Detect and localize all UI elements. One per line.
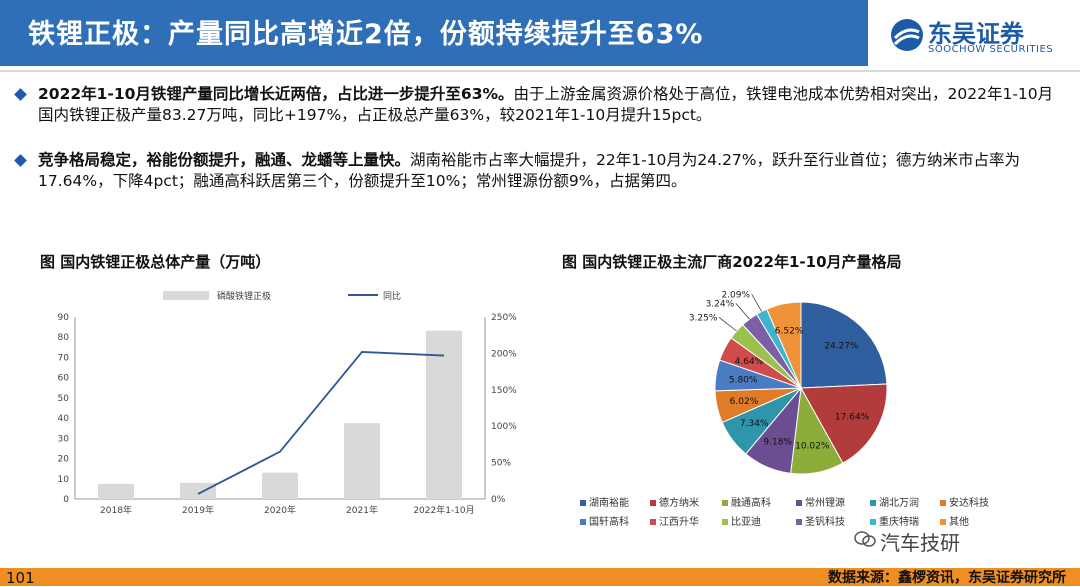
bullet-1-headline: 2022年1-10月铁锂产量同比增长近两倍，占比进一步提升至63%。	[38, 85, 514, 103]
slice-value-label: 7.34%	[740, 419, 769, 429]
legend-swatch	[940, 500, 946, 506]
x-tick-label: 2019年	[182, 504, 214, 516]
y-tick-label: 30	[58, 434, 70, 444]
y2-tick-label: 100%	[491, 422, 517, 432]
legend-swatch	[940, 519, 946, 525]
production-bar-line-chart: 磷酸铁锂正极 同比 0 10 20 30 40 50 60 70 80 90 0% 50% 100% 150%…	[30, 285, 540, 520]
diamond-bullet-icon	[14, 154, 27, 167]
y-tick-label: 40	[58, 414, 70, 424]
header-divider	[0, 70, 1080, 72]
legend-label: 国轩高科	[589, 515, 629, 528]
logo-en-text: SOOCHOW SECURITIES	[928, 44, 1053, 55]
legend-swatch	[580, 519, 586, 525]
label-leader	[752, 294, 762, 311]
y-tick-label: 10	[58, 475, 70, 485]
chart2-title: 图 国内铁锂正极主流厂商2022年1-10月产量格局	[562, 251, 902, 272]
y-tick-label: 20	[58, 455, 70, 465]
legend-swatch	[722, 500, 728, 506]
slice-value-label: 17.64%	[835, 412, 870, 422]
label-leader	[736, 303, 750, 319]
legend-swatch	[796, 519, 802, 525]
share-pie-chart: 24.27%17.64%10.02%9.18%7.34%6.02%5.80%4.…	[560, 285, 1070, 540]
brand-logo: 东吴证券 SOOCHOW SECURITIES	[886, 12, 1076, 62]
label-leader	[719, 317, 736, 331]
legend-swatch	[580, 500, 586, 506]
y2-tick-label: 200%	[491, 349, 517, 359]
data-source: 数据来源：鑫椤资讯，东吴证券研究所	[828, 567, 1066, 587]
legend-label: 融通高科	[731, 496, 771, 509]
legend-swatch	[650, 519, 656, 525]
legend-bar-swatch	[163, 291, 209, 300]
slice-value-label: 9.18%	[763, 438, 792, 448]
slice-value-label: 10.02%	[795, 441, 830, 451]
page-number: 101	[6, 569, 35, 587]
wechat-icon	[854, 530, 876, 548]
legend-label: 常州锂源	[805, 496, 845, 509]
legend-label: 江西升华	[659, 515, 699, 528]
legend-swatch	[870, 519, 876, 525]
bar	[344, 423, 380, 499]
y-tick-label: 50	[58, 394, 70, 404]
legend-swatch	[650, 500, 656, 506]
legend-swatch	[870, 500, 876, 506]
bullet-2: 竞争格局稳定，裕能份额提升，融通、龙蟠等上量快。湖南裕能市占率大幅提升，22年1…	[38, 150, 1068, 192]
legend-label: 安达科技	[949, 496, 989, 509]
slice-value-label: 5.80%	[729, 375, 758, 385]
legend-label: 湖北万润	[879, 496, 919, 509]
x-tick-label: 2022年1-10月	[413, 504, 474, 516]
x-tick-label: 2018年	[100, 504, 132, 516]
chart1-title: 图 国内铁锂正极总体产量（万吨）	[40, 251, 270, 272]
y-tick-label: 60	[58, 374, 70, 384]
slice-value-label: 3.24%	[706, 299, 735, 309]
y-tick-label: 90	[58, 313, 70, 323]
y2-tick-label: 50%	[491, 459, 511, 469]
y-tick-label: 70	[58, 353, 70, 363]
diamond-bullet-icon	[14, 88, 27, 101]
legend-swatch	[722, 519, 728, 525]
slice-value-label: 6.52%	[775, 327, 804, 337]
slice-value-label: 24.27%	[824, 342, 859, 352]
x-tick-label: 2020年	[264, 504, 296, 516]
slice-value-label: 6.02%	[730, 397, 759, 407]
page-title: 铁锂正极：产量同比高增近2倍，份额持续提升至63%	[28, 12, 703, 51]
legend-label: 湖南裕能	[589, 496, 629, 509]
bar	[180, 483, 216, 499]
legend-bar-label: 磷酸铁锂正极	[217, 290, 271, 302]
y2-tick-label: 250%	[491, 313, 517, 323]
slice-value-label: 2.09%	[721, 290, 750, 300]
watermark-text: 汽车技研	[880, 527, 960, 556]
y2-tick-label: 0%	[491, 495, 506, 505]
x-tick-label: 2021年	[346, 504, 378, 516]
bullet-2-headline: 竞争格局稳定，裕能份额提升，融通、龙蟠等上量快。	[38, 151, 410, 169]
yoy-line	[198, 352, 444, 494]
legend-label: 德方纳米	[659, 496, 699, 509]
y-tick-label: 0	[63, 495, 69, 505]
legend-swatch	[796, 500, 802, 506]
title-bar: 铁锂正极：产量同比高增近2倍，份额持续提升至63%	[0, 0, 868, 66]
legend-line-label: 同比	[383, 290, 401, 302]
bullet-1: 2022年1-10月铁锂产量同比增长近两倍，占比进一步提升至63%。由于上游金属…	[38, 84, 1068, 126]
bar	[262, 473, 298, 499]
legend-label: 圣钒科技	[805, 515, 845, 528]
scs-logo-icon	[890, 18, 924, 52]
slice-value-label: 3.25%	[689, 313, 718, 323]
legend-label: 比亚迪	[731, 516, 761, 528]
bar	[98, 484, 134, 499]
y2-tick-label: 150%	[491, 386, 517, 396]
y-tick-label: 80	[58, 333, 70, 343]
